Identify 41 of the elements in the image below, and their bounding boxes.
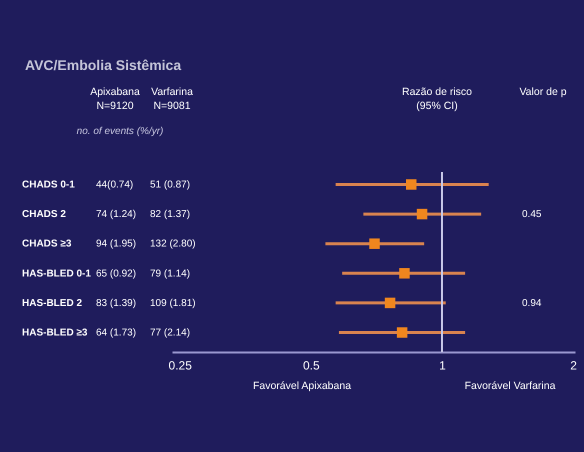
text: (95% CI): [416, 100, 458, 112]
text: Razão de risco: [402, 86, 472, 98]
point: [399, 268, 410, 279]
text: Favorável Apixabana: [252, 380, 352, 392]
y-tick-label: CHADS 0-1: [22, 179, 76, 190]
text: 65 (0.92): [96, 268, 136, 280]
y-tick-label: CHADS ≥3: [22, 238, 72, 250]
text: no. of events (%/yr): [76, 126, 164, 137]
text: 44(0.74): [96, 179, 134, 190]
x-tick-label: 1: [439, 358, 446, 372]
y-tick-label: HAS-BLED 2: [22, 298, 82, 309]
text: Varfarina: [151, 86, 194, 98]
point: [384, 298, 396, 308]
y-tick-label: HAS-BLED ≥3: [22, 328, 88, 339]
point: [406, 179, 416, 190]
text: 64 (1.73): [96, 328, 136, 339]
y-tick-label: HAS-BLED 0-1: [22, 268, 92, 280]
annotation: 51 (0.87): [150, 179, 190, 190]
x-tick-label: 0.25: [168, 358, 192, 372]
text: Favorável Varfarina: [464, 380, 556, 392]
annotation: 132 (2.80): [150, 238, 196, 250]
text: N=9120: [96, 100, 134, 112]
annotation: 0.45: [522, 209, 542, 220]
x-tick-label: 2: [570, 358, 578, 372]
point: [416, 208, 428, 220]
text: 94 (1.95): [96, 238, 136, 250]
point: [369, 238, 380, 249]
point: [396, 327, 408, 338]
text: Valor de p: [519, 86, 567, 98]
x-tick-label: 0.5: [303, 358, 320, 372]
text: Apixabana: [90, 86, 140, 98]
chart-title: AVC/Embolia Sistêmica: [25, 57, 182, 73]
annotation: 0.94: [522, 298, 542, 309]
text: 74 (1.24): [96, 209, 136, 220]
annotation: 82 (1.37): [150, 209, 190, 220]
text: 83 (1.39): [96, 298, 136, 309]
annotation: 77 (2.14): [150, 328, 190, 339]
annotation: 79 (1.14): [150, 268, 190, 280]
annotation: 109 (1.81): [150, 298, 196, 309]
text: N=9081: [153, 100, 191, 112]
y-tick-label: CHADS 2: [22, 209, 66, 220]
